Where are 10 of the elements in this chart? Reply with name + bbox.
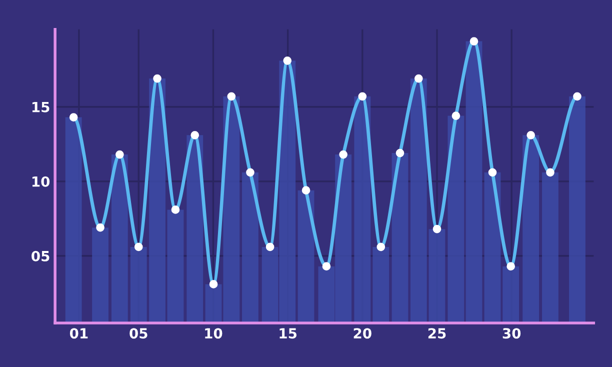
x-tick-label: 20 <box>354 328 372 339</box>
y-tick-label: 05 <box>32 250 50 262</box>
y-tick-label: 15 <box>32 102 50 112</box>
x-tick-label: 01 <box>70 328 88 339</box>
x-tick-label: 15 <box>280 328 297 339</box>
x-tick-label: 30 <box>502 328 521 339</box>
x-tick-label: 05 <box>130 328 148 339</box>
y-tick-label: 10 <box>32 176 50 187</box>
x-tick-label: 25 <box>428 328 446 339</box>
x-tick-label: 10 <box>205 328 222 339</box>
